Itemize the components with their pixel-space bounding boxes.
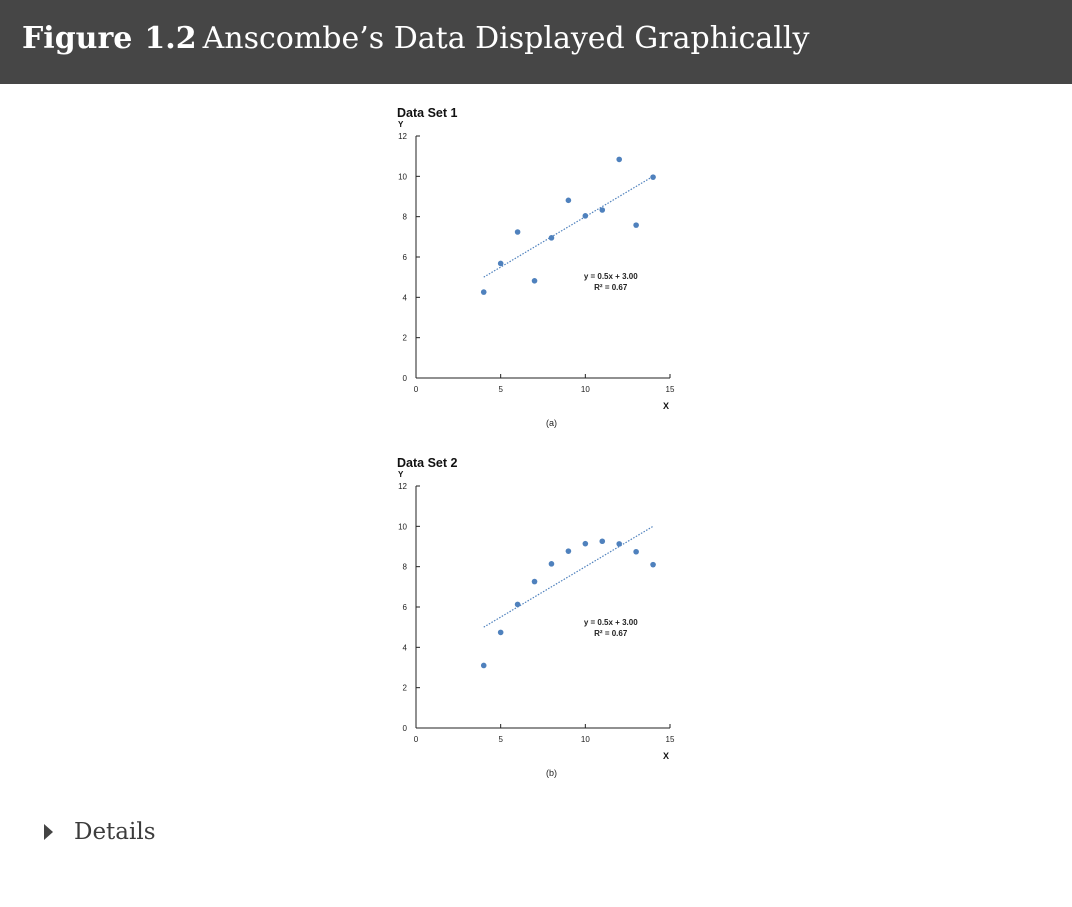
scatter-chart-data-set-1: Data Set 1Y 0 2 4 6 8 10 12 0 5 10 15 Xy = 0.5x + 3.… — [397, 106, 675, 428]
y-axis-label: Y — [398, 470, 404, 479]
r-squared-label: R² = 0.67 — [594, 629, 628, 638]
data-point — [497, 260, 504, 267]
data-point — [531, 277, 538, 284]
scatter-chart-data-set-2: Data Set 2Y 0 2 4 6 8 10 12 0 5 10 15 Xy = 0.5x + 3.… — [397, 456, 675, 778]
y-tick-label: 2 — [403, 334, 408, 343]
data-point — [633, 548, 639, 555]
y-tick-label: 0 — [403, 374, 408, 383]
data-point — [633, 222, 639, 228]
y-tick-label: 10 — [398, 172, 407, 181]
y-tick-label: 4 — [403, 643, 408, 652]
data-point — [480, 289, 487, 295]
data-point — [650, 561, 656, 568]
y-tick-label: 4 — [403, 293, 408, 302]
details-toggle[interactable]: Details — [44, 812, 156, 852]
data-point — [582, 213, 589, 219]
data-point — [531, 578, 538, 585]
x-axis-label: X — [663, 401, 669, 411]
y-tick-label: 12 — [398, 132, 407, 141]
caret-right-icon — [44, 824, 53, 840]
data-point — [650, 174, 656, 180]
chart-caption: (a) — [546, 418, 557, 428]
data-point — [548, 561, 555, 567]
x-tick-label: 10 — [581, 735, 590, 744]
data-point — [514, 229, 521, 235]
x-tick-label: 0 — [414, 385, 419, 394]
y-tick-label: 2 — [403, 684, 408, 693]
data-point — [565, 548, 572, 554]
y-tick-label: 10 — [398, 522, 407, 531]
data-point — [565, 197, 572, 204]
data-point — [599, 538, 606, 545]
y-tick-label: 8 — [403, 563, 408, 572]
figure-title: Anscombe’s Data Displayed Graphically — [202, 21, 810, 56]
chart-caption: (b) — [546, 768, 557, 778]
figure-header: Figure 1.2 Anscombe’s Data Displayed Graph… — [0, 0, 1072, 84]
data-point — [582, 540, 589, 547]
x-tick-label: 5 — [498, 735, 503, 744]
y-axis-label: Y — [398, 120, 404, 129]
trendline — [483, 525, 654, 628]
data-point — [616, 541, 622, 547]
x-tick-label: 5 — [498, 385, 503, 394]
r-squared-label: R² = 0.67 — [594, 283, 628, 292]
x-tick-label: 15 — [666, 385, 675, 394]
chart-title: Data Set 1 — [397, 106, 457, 120]
x-axis-label: X — [663, 751, 669, 761]
y-tick-label: 12 — [398, 482, 407, 491]
y-tick-label: 8 — [403, 213, 408, 222]
x-tick-label: 0 — [414, 735, 419, 744]
figure-number: 1.2 — [144, 21, 197, 56]
data-point — [480, 662, 487, 669]
y-tick-label: 6 — [403, 253, 408, 262]
data-point — [514, 601, 521, 608]
data-point — [599, 207, 606, 213]
x-tick-label: 10 — [581, 385, 590, 394]
trendline-equation: y = 0.5x + 3.00 — [584, 618, 638, 627]
data-point — [548, 235, 555, 241]
y-tick-label: 0 — [403, 724, 408, 733]
details-label: Details — [74, 819, 156, 845]
data-point — [497, 629, 504, 636]
x-tick-label: 15 — [666, 735, 675, 744]
chart-title: Data Set 2 — [397, 456, 457, 470]
trendline-equation: y = 0.5x + 3.00 — [584, 272, 638, 281]
figure-label: Figure — [22, 21, 133, 56]
data-point — [616, 156, 622, 163]
y-tick-label: 6 — [403, 603, 408, 612]
trendline — [483, 175, 654, 278]
